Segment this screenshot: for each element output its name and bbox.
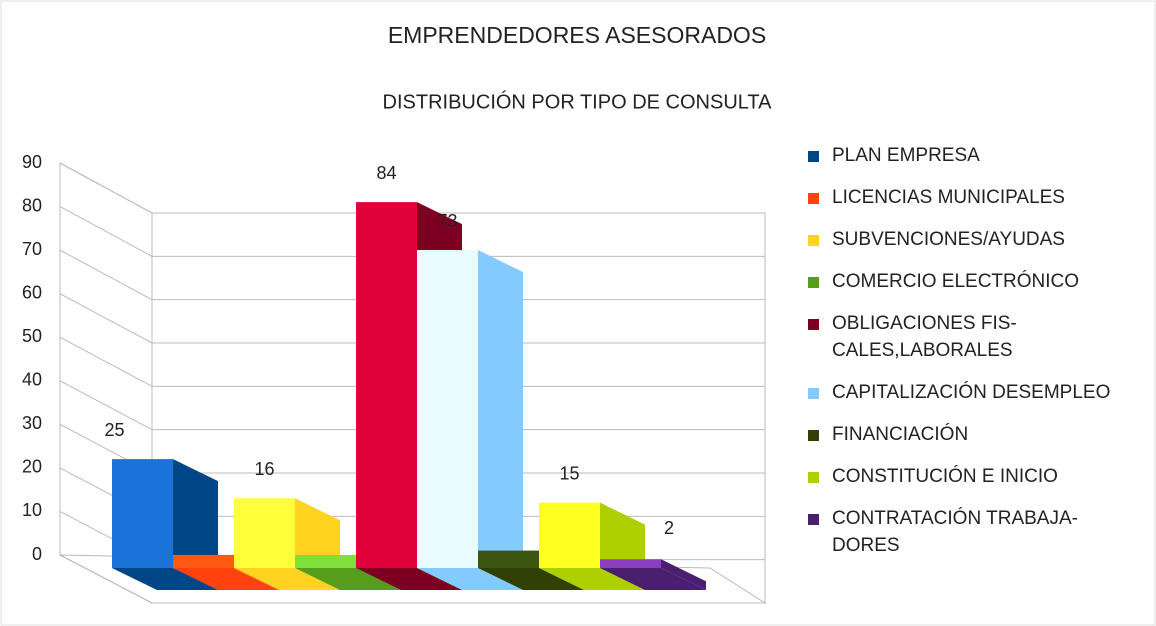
chart-title: EMPRENDEDORES ASESORADOS [388,22,766,48]
grid-line [59,293,153,344]
legend-label: OBLIGACIONES FIS- CALES,LABORALES [832,313,1017,361]
y-tick-label: 50 [22,326,42,346]
grid-line [59,554,153,604]
legend-swatch [808,193,819,204]
data-label: 2 [664,518,674,538]
legend-swatch [808,514,819,525]
y-tick-label: 80 [22,195,42,215]
chart-subtitle: DISTRIBUCIÓN POR TIPO DE CONSULTA [383,90,773,113]
data-label: 73 [437,211,457,231]
bar-floor [173,568,279,590]
y-tick-label: 70 [22,239,42,259]
legend-swatch [808,319,819,330]
legend-item: CONTRATACIÓN TRABAJA- DORES [808,505,1153,559]
bar-floor [112,568,218,590]
legend-item: CAPITALIZACIÓN DESEMPLEO [808,379,1153,406]
legend: PLAN EMPRESA LICENCIAS MUNICIPALES SUBVENC… [808,142,1153,574]
bar [478,550,539,568]
y-tick-label: 10 [22,500,42,520]
y-tick-label: 90 [22,152,42,172]
legend-item: OBLIGACIONES FIS- CALES,LABORALES [808,310,1153,364]
grid-line [59,162,153,214]
grid-line [59,336,153,387]
legend-item: COMERCIO ELECTRÓNICO [808,268,1153,295]
grid-line [59,380,153,431]
legend-item: SUBVENCIONES/AYUDAS [808,226,1153,253]
legend-label: CONTRATACIÓN TRABAJA- DORES [832,508,1078,556]
bar [295,554,356,568]
data-label: 15 [559,463,579,483]
bar [417,250,478,569]
bar [356,202,417,568]
bar-floor [478,568,584,590]
data-label: 16 [254,459,274,479]
legend-label: LICENCIAS MUNICIPALES [832,187,1065,208]
legend-item: PLAN EMPRESA [808,142,1153,169]
y-tick-label: 40 [22,370,42,390]
legend-label: CAPITALIZACIÓN DESEMPLEO [832,382,1111,403]
legend-item: FINANCIACIÓN [808,421,1153,448]
legend-label: SUBVENCIONES/AYUDAS [832,229,1065,250]
legend-item: LICENCIAS MUNICIPALES [808,184,1153,211]
bar-floor [234,568,340,590]
bar-floor [539,568,645,590]
y-tick-label: 0 [32,544,42,564]
bar [539,502,600,568]
legend-item: CONSTITUCIÓN E INICIO [808,463,1153,490]
legend-swatch [808,151,819,162]
bar-floor [356,568,462,590]
legend-label: COMERCIO ELECTRÓNICO [832,271,1080,292]
bar-floor [417,568,523,590]
legend-swatch [808,472,819,483]
legend-swatch [808,235,819,246]
y-tick-label: 20 [22,457,42,477]
data-label: 25 [104,420,124,440]
bar-floor [600,568,706,590]
legend-swatch [808,388,819,399]
bar [600,559,661,568]
y-tick-label: 60 [22,282,42,302]
bar [173,554,234,568]
bar [112,459,173,568]
y-tick-label: 30 [22,413,42,433]
legend-swatch [808,430,819,441]
grid-line [59,206,153,257]
bar-floor [295,568,401,590]
legend-label: CONSTITUCIÓN E INICIO [832,466,1058,487]
legend-label: FINANCIACIÓN [832,424,969,445]
bar [234,498,295,568]
data-label: 84 [376,163,396,183]
legend-label: PLAN EMPRESA [832,145,980,166]
bar-side [661,559,706,590]
legend-swatch [808,277,819,288]
bar-side [478,250,523,591]
grid-line [59,249,153,301]
